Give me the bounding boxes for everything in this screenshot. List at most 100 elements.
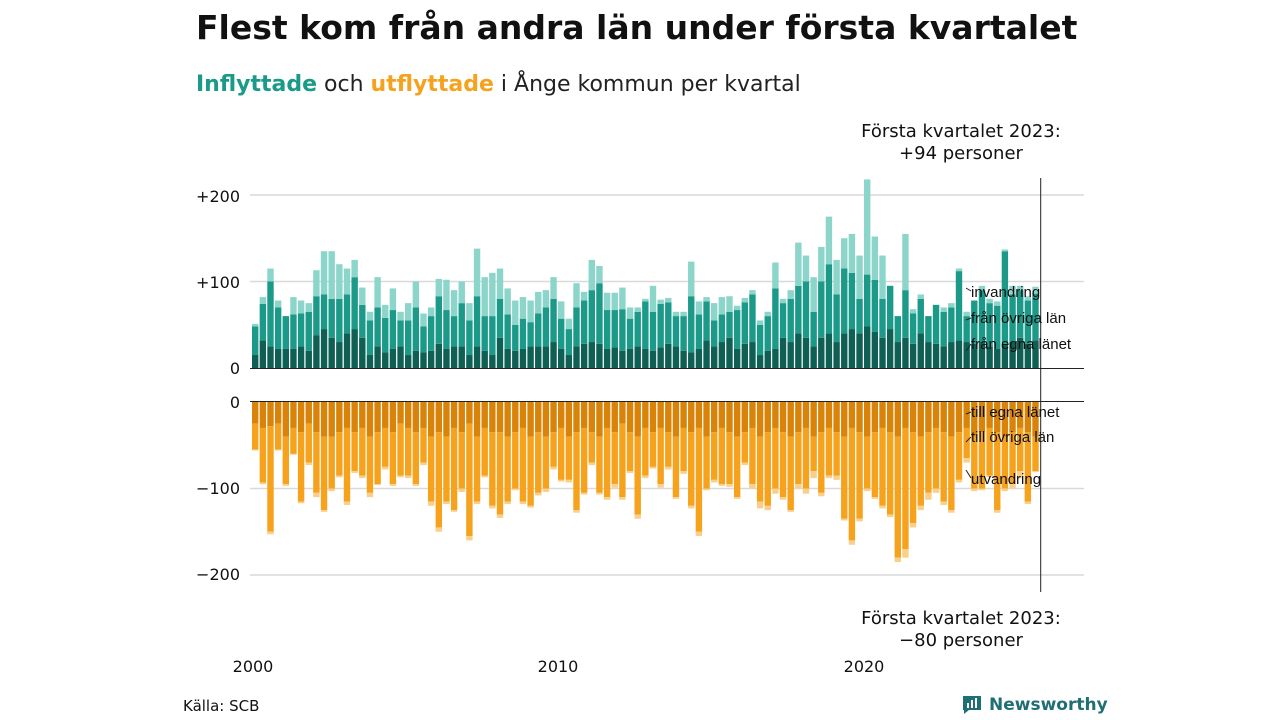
bar-till-ovriga-lan — [634, 436, 641, 515]
bar-till-egna-lanet — [818, 402, 825, 433]
bar-invandring — [389, 288, 397, 311]
bar-utvandring — [443, 501, 450, 505]
bar-till-egna-lanet — [328, 402, 335, 437]
bar-fran-ovriga-lan — [466, 320, 473, 356]
bar-utvandring — [726, 484, 733, 487]
bar-fran-egna-lanet — [382, 352, 389, 368]
bar-invandring — [902, 233, 909, 291]
bar-invandring — [320, 251, 328, 295]
bar-utvandring — [565, 479, 573, 483]
bar-invandring — [435, 278, 442, 297]
bar-utvandring — [405, 475, 412, 479]
bar-fran-ovriga-lan — [856, 298, 863, 334]
bar-fran-ovriga-lan — [412, 307, 420, 351]
bar-till-ovriga-lan — [680, 427, 687, 472]
bar-fran-egna-lanet — [848, 329, 856, 368]
bar-till-egna-lanet — [382, 402, 389, 428]
bar-fran-egna-lanet — [841, 333, 848, 368]
bar-fran-egna-lanet — [412, 350, 420, 368]
bar-utvandring — [909, 523, 917, 528]
bar-till-egna-lanet — [397, 402, 404, 424]
bar-till-ovriga-lan — [841, 436, 848, 519]
bar-fran-ovriga-lan — [274, 307, 282, 349]
bar-invandring — [351, 259, 358, 278]
bar-till-ovriga-lan — [351, 432, 358, 472]
bar-utvandring — [1017, 471, 1024, 479]
bar-invandring — [596, 265, 603, 284]
bar-utvandring — [389, 484, 397, 486]
bar-fran-ovriga-lan — [558, 318, 565, 349]
bar-fran-egna-lanet — [389, 348, 397, 368]
bar-invandring — [703, 297, 710, 302]
y-tick-label-zero-in: 0 — [230, 359, 240, 378]
bar-fran-ovriga-lan — [665, 302, 672, 344]
bar-fran-ovriga-lan — [535, 313, 542, 347]
bar-till-egna-lanet — [925, 402, 932, 433]
bar-till-egna-lanet — [680, 402, 687, 428]
bar-invandring — [848, 233, 856, 273]
bar-utvandring — [879, 505, 886, 509]
bar-utvandring — [971, 488, 978, 492]
bar-invandring — [864, 179, 871, 275]
bar-till-egna-lanet — [535, 402, 542, 433]
bar-fran-ovriga-lan — [833, 294, 840, 343]
bar-fran-egna-lanet — [405, 355, 412, 368]
bar-fran-egna-lanet — [473, 346, 481, 368]
bar-till-egna-lanet — [405, 402, 412, 428]
bar-till-ovriga-lan — [259, 427, 267, 483]
bar-invandring — [818, 246, 825, 282]
annotation-bottom-line2: −80 personer — [899, 630, 1023, 651]
bar-fran-egna-lanet — [818, 337, 825, 368]
bar-invandring — [871, 236, 879, 280]
bar-till-ovriga-lan — [550, 432, 557, 467]
bar-invandring — [879, 255, 886, 299]
bar-till-egna-lanet — [351, 402, 358, 433]
bar-fran-egna-lanet — [1032, 340, 1039, 368]
legend-utvandring: utvandring — [971, 471, 1041, 488]
bar-fran-egna-lanet — [496, 337, 504, 368]
bar-till-ovriga-lan — [328, 436, 335, 489]
bar-fran-ovriga-lan — [580, 300, 588, 344]
bar-fran-ovriga-lan — [932, 304, 940, 344]
bar-till-egna-lanet — [948, 402, 955, 437]
bar-invandring — [665, 297, 672, 303]
bar-till-ovriga-lan — [588, 432, 595, 463]
legend-invandring: invandring — [971, 284, 1040, 301]
bar-invandring — [420, 313, 427, 327]
bar-till-ovriga-lan — [512, 432, 519, 489]
bar-invandring — [328, 251, 335, 299]
bar-fran-egna-lanet — [1009, 342, 1016, 368]
bar-till-ovriga-lan — [450, 427, 458, 511]
migration-chart: +200 +100 0 0 −100 −200 2000 2010 2020 F… — [196, 121, 1084, 676]
bar-fran-ovriga-lan — [489, 316, 496, 356]
x-tick-label-2000: 2000 — [233, 657, 274, 676]
bar-invandring — [756, 320, 764, 325]
bar-utvandring — [733, 497, 741, 499]
bar-fran-ovriga-lan — [971, 300, 978, 344]
bar-fran-egna-lanet — [427, 350, 435, 368]
connector-till-egna-lanet — [965, 411, 972, 415]
bar-till-ovriga-lan — [718, 427, 726, 485]
bar-till-egna-lanet — [359, 402, 366, 428]
bar-fran-egna-lanet — [252, 355, 259, 368]
bar-utvandring — [1024, 501, 1032, 505]
bar-invandring — [772, 262, 779, 289]
bar-till-egna-lanet — [756, 402, 764, 437]
bar-utvandring — [320, 510, 328, 512]
bar-invandring — [504, 288, 511, 315]
x-tick-label-2020: 2020 — [844, 657, 885, 676]
bar-till-egna-lanet — [802, 402, 810, 428]
bar-till-egna-lanet — [848, 402, 856, 428]
bar-utvandring — [634, 514, 641, 519]
bar-utvandring — [779, 497, 787, 500]
bar-fran-ovriga-lan — [397, 320, 404, 347]
bar-invandring — [252, 323, 259, 327]
bar-fran-ovriga-lan — [795, 285, 802, 334]
bar-utvandring — [619, 497, 626, 500]
bar-till-ovriga-lan — [688, 432, 695, 506]
bar-fran-ovriga-lan — [841, 268, 848, 334]
connector-fran-ovriga-lan — [965, 317, 972, 321]
bar-utvandring — [1032, 471, 1039, 473]
bar-till-egna-lanet — [313, 402, 320, 433]
bar-fran-egna-lanet — [833, 342, 840, 368]
